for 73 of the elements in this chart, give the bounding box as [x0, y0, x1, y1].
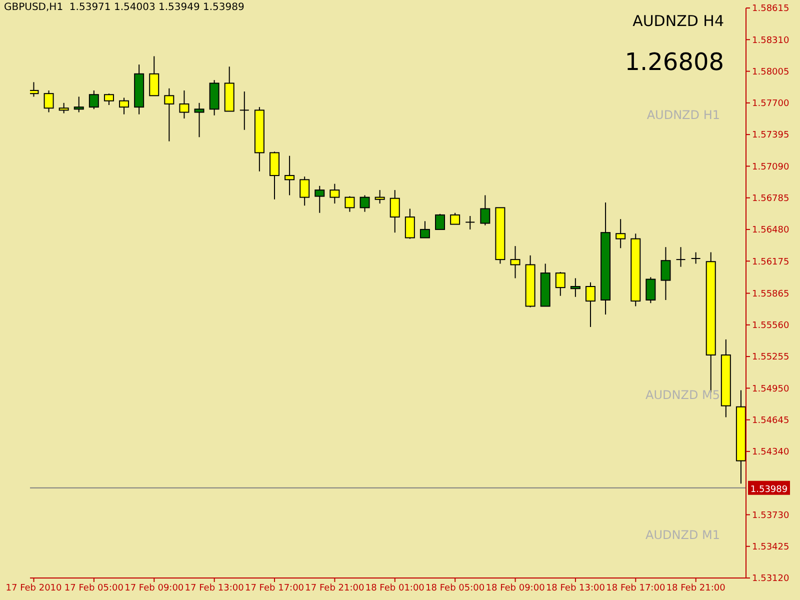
y-tick-label: 1.55865: [752, 289, 790, 300]
candlestick: [616, 218, 626, 249]
y-tick-label: 1.58005: [752, 67, 790, 78]
x-tick-label: 17 Feb 21:00: [305, 583, 365, 594]
y-tick-label: 1.57700: [752, 99, 790, 110]
candlestick: [646, 276, 656, 304]
candlestick: [420, 220, 430, 238]
candlestick: [374, 190, 385, 204]
candlestick: [74, 96, 84, 113]
y-tick-label: 1.55560: [752, 321, 790, 332]
y-tick-label: 1.54950: [752, 384, 790, 394]
candlestick: [284, 155, 295, 196]
y-tick-label: 1.58310: [752, 36, 790, 46]
x-tick-label: 17 Feb 05:00: [64, 583, 124, 594]
candlestick: [570, 278, 580, 298]
y-tick-label: 1.54645: [752, 416, 790, 426]
candlestick: [555, 271, 566, 296]
candlestick: [30, 82, 39, 98]
annotation: AUDNZD H1: [646, 108, 720, 122]
candlestick: [390, 190, 400, 234]
y-tick-label: 1.53120: [752, 574, 790, 584]
candlestick: [585, 282, 596, 328]
x-tick-label: 18 Feb 17:00: [606, 583, 666, 594]
y-tick-label: 1.55255: [752, 352, 790, 363]
candlestick: [300, 176, 310, 206]
candlestick: [344, 196, 355, 212]
x-tick-label: 17 Feb 17:00: [244, 583, 304, 594]
candlestick: [510, 246, 520, 279]
x-tick-label: 18 Feb 21:00: [666, 583, 726, 594]
annotation: AUDNZD H4: [632, 12, 724, 30]
candlestick: [676, 246, 686, 268]
candlestick: [435, 213, 446, 230]
candlestick: [314, 185, 325, 214]
y-tick-label: 1.54340: [752, 448, 790, 458]
y-tick-label: 1.58615: [752, 4, 790, 14]
candlestick: [164, 88, 174, 142]
x-tick-label: 18 Feb 13:00: [546, 583, 606, 594]
candlestick: [149, 56, 160, 96]
candlestick: [450, 212, 460, 225]
chart-title: GBPUSD,H1 1.53971 1.54003 1.53949 1.53989: [4, 2, 244, 13]
candlestick: [690, 252, 701, 264]
y-tick-label: 1.57090: [752, 162, 790, 172]
candlestick: [330, 183, 340, 204]
candlestick: [44, 90, 54, 113]
y-tick-label: 1.56175: [752, 257, 790, 268]
x-tick-label: 17 Feb 09:00: [124, 583, 184, 594]
candlestick: [58, 102, 69, 114]
x-tick-label: 18 Feb 01:00: [365, 583, 425, 594]
annotation: AUDNZD M5: [646, 388, 720, 402]
x-tick-label: 18 Feb 05:00: [426, 583, 485, 594]
candlestick: [88, 90, 99, 110]
candlestick: [480, 194, 490, 226]
x-tick-label: 17 Feb 13:00: [184, 583, 244, 594]
candlestick: [269, 151, 280, 200]
candlestick: [465, 215, 476, 230]
annotation: AUDNZD M1: [646, 528, 720, 542]
candlestick: [404, 208, 415, 240]
y-tick-label: 1.57395: [752, 130, 790, 141]
x-tick-label: 18 Feb 09:00: [486, 583, 546, 594]
ref-line-label: 1.53989: [750, 484, 788, 495]
y-tick-label: 1.56785: [752, 194, 790, 204]
candlestick: [179, 90, 190, 119]
candlestick: [194, 102, 204, 138]
candlestick: [360, 194, 370, 212]
candlestick: [239, 91, 250, 130]
y-tick-label: 1.53730: [752, 510, 790, 521]
annotation: 1.26808: [624, 48, 724, 76]
candlestick: [104, 93, 114, 106]
y-tick-label: 1.53425: [752, 542, 790, 553]
y-tick-label: 1.56480: [752, 226, 790, 236]
candlestick: [660, 246, 671, 300]
x-tick-label: 17 Feb 2010: [6, 583, 62, 594]
candlestick: [119, 97, 130, 115]
